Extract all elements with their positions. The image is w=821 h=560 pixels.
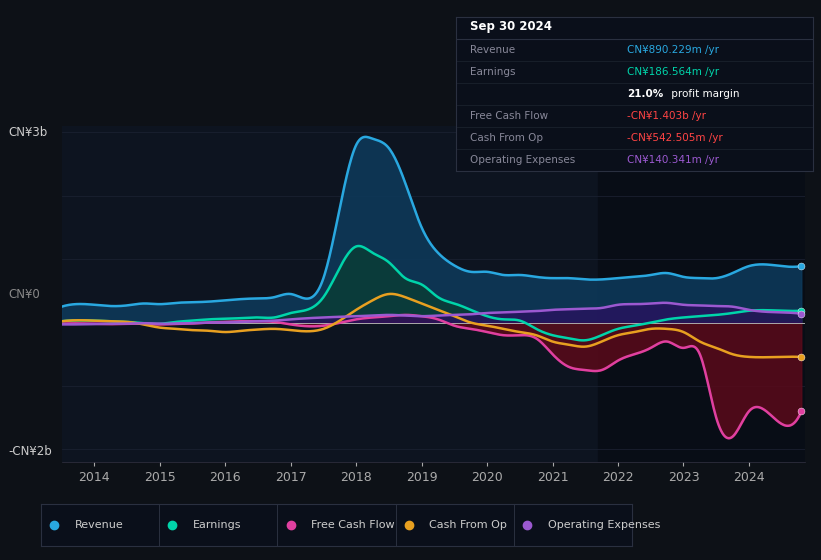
Text: -CN¥2b: -CN¥2b — [8, 445, 52, 458]
Text: profit margin: profit margin — [668, 89, 740, 99]
Text: CN¥186.564m /yr: CN¥186.564m /yr — [627, 67, 719, 77]
Text: Free Cash Flow: Free Cash Flow — [470, 111, 548, 121]
Text: CN¥140.341m /yr: CN¥140.341m /yr — [627, 155, 719, 165]
Bar — [599, 126, 821, 462]
Text: Revenue: Revenue — [75, 520, 123, 530]
Text: Sep 30 2024: Sep 30 2024 — [470, 20, 552, 33]
Bar — [41, 504, 159, 546]
Bar — [159, 504, 277, 546]
Text: Revenue: Revenue — [470, 45, 515, 55]
Text: Operating Expenses: Operating Expenses — [548, 520, 660, 530]
Text: Cash From Op: Cash From Op — [470, 133, 543, 143]
Bar — [277, 504, 396, 546]
Text: Earnings: Earnings — [193, 520, 241, 530]
Text: CN¥0: CN¥0 — [8, 287, 40, 301]
Text: -CN¥542.505m /yr: -CN¥542.505m /yr — [627, 133, 722, 143]
Bar — [514, 504, 632, 546]
Bar — [396, 504, 514, 546]
Text: 21.0%: 21.0% — [627, 89, 663, 99]
Text: Operating Expenses: Operating Expenses — [470, 155, 576, 165]
Text: Cash From Op: Cash From Op — [429, 520, 507, 530]
Text: -CN¥1.403b /yr: -CN¥1.403b /yr — [627, 111, 706, 121]
Text: Free Cash Flow: Free Cash Flow — [311, 520, 395, 530]
Text: Earnings: Earnings — [470, 67, 516, 77]
Text: CN¥3b: CN¥3b — [8, 126, 48, 139]
Text: CN¥890.229m /yr: CN¥890.229m /yr — [627, 45, 719, 55]
